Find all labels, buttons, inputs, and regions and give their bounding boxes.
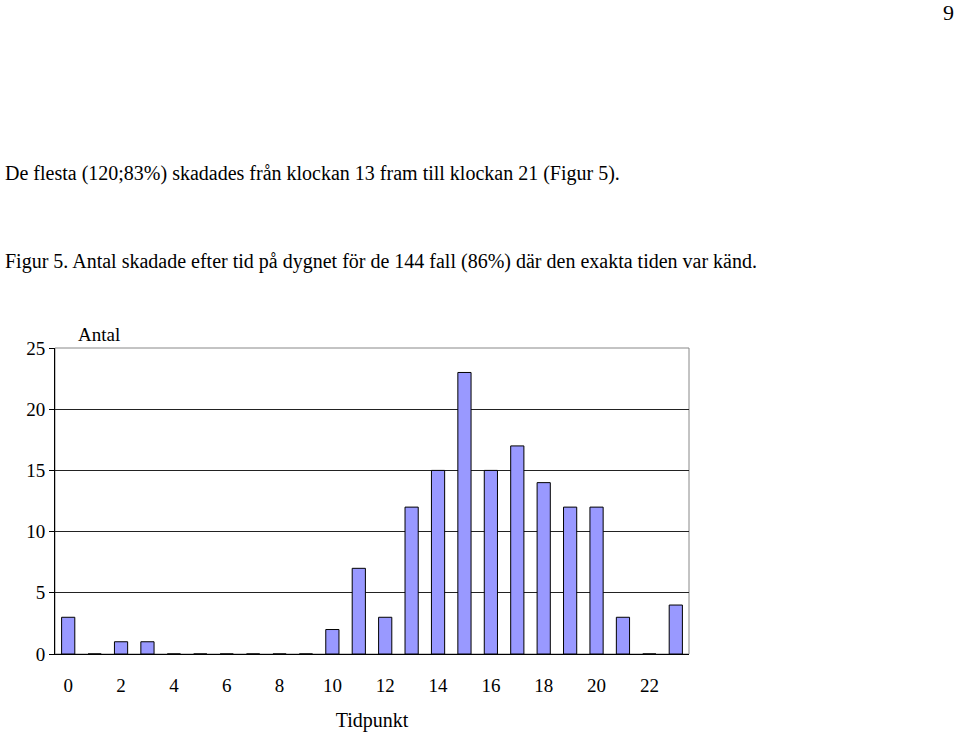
html-text:Figur 5. Antal skadade efter t: Figur 5. Antal skadade efter tid på dygn…: [5, 250, 757, 272]
svg-text:Antal: Antal: [78, 324, 120, 345]
svg-text:16: 16: [481, 675, 500, 696]
svg-text:Tidpunkt: Tidpunkt: [336, 709, 409, 732]
svg-text:8: 8: [275, 675, 285, 696]
svg-text:15: 15: [26, 460, 45, 481]
svg-text:22: 22: [640, 675, 659, 696]
svg-text:12: 12: [376, 675, 395, 696]
svg-text:18: 18: [534, 675, 553, 696]
html-text:De flesta (120;83%) skadades f: De flesta (120;83%) skadades från klocka…: [5, 162, 620, 184]
svg-text:2: 2: [116, 675, 126, 696]
svg-text:10: 10: [323, 675, 342, 696]
svg-text:4: 4: [169, 675, 179, 696]
svg-text:14: 14: [429, 675, 449, 696]
svg-text:20: 20: [587, 675, 606, 696]
svg-text:25: 25: [26, 338, 45, 359]
svg-text:6: 6: [222, 675, 232, 696]
svg-text:0: 0: [63, 675, 73, 696]
svg-text:10: 10: [26, 521, 45, 542]
svg-text:20: 20: [26, 399, 45, 420]
svg-text:5: 5: [36, 582, 46, 603]
html-text:9: 9: [943, 0, 954, 25]
svg-text:0: 0: [36, 644, 46, 665]
